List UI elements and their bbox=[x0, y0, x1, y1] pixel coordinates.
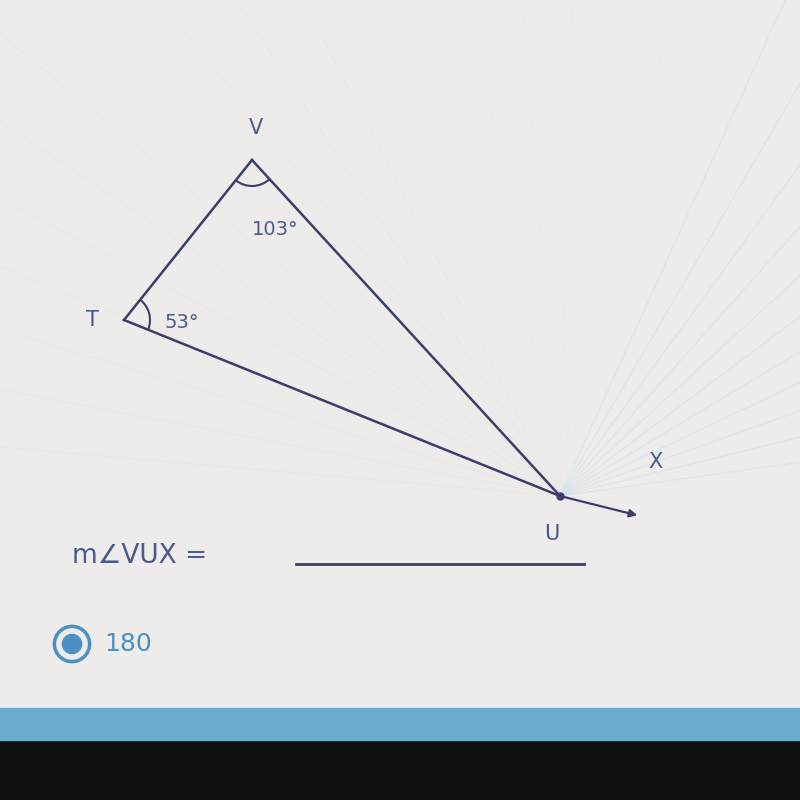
Text: 103°: 103° bbox=[252, 220, 298, 239]
Text: V: V bbox=[249, 118, 263, 138]
Text: 180: 180 bbox=[104, 632, 152, 656]
Circle shape bbox=[62, 634, 82, 654]
Text: m∠VUX =: m∠VUX = bbox=[72, 543, 215, 569]
Text: T: T bbox=[86, 310, 98, 330]
Text: U: U bbox=[544, 524, 560, 544]
Bar bbox=[0, 708, 800, 740]
Bar bbox=[0, 740, 800, 800]
Text: X: X bbox=[648, 452, 662, 472]
Text: 53°: 53° bbox=[164, 313, 198, 332]
